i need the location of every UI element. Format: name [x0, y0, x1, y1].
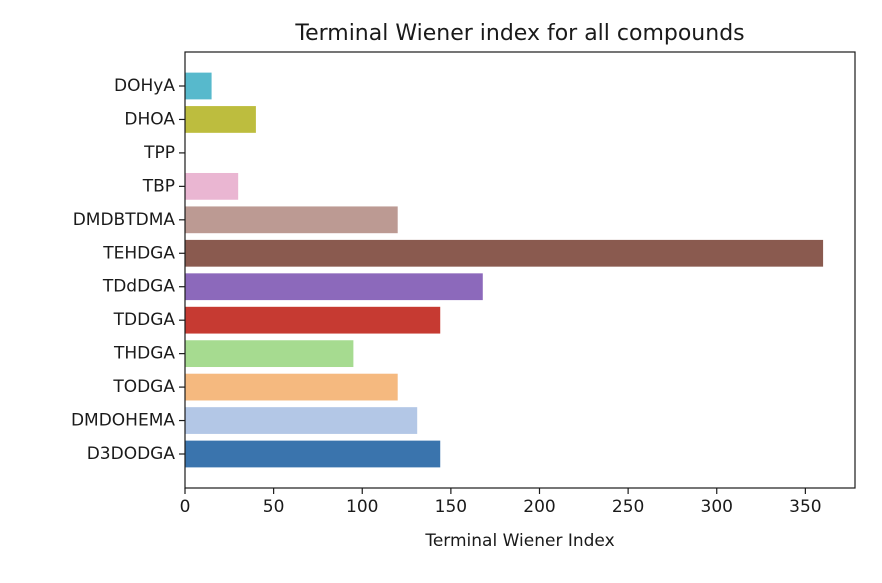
bar-tdddga	[185, 273, 483, 301]
bar-tddga	[185, 306, 441, 334]
x-tick-label-350: 350	[789, 497, 821, 517]
y-tick-label-tehdga: TEHDGA	[102, 243, 175, 263]
x-axis-label: Terminal Wiener Index	[424, 531, 614, 551]
y-tick-label-dmdbtdma: DMDBTDMA	[73, 210, 176, 230]
bar-dmdbtdma	[185, 206, 398, 234]
y-tick-label-tbp: TBP	[142, 176, 175, 196]
y-tick-label-tpp: TPP	[143, 143, 175, 163]
bar-thdga	[185, 340, 354, 368]
plot-frame	[184, 51, 856, 489]
x-tick-label-250: 250	[612, 497, 644, 517]
x-tick-label-150: 150	[435, 497, 467, 517]
bar-dohya	[185, 72, 212, 100]
y-tick-label-thdga: THDGA	[113, 344, 175, 364]
y-tick-label-dmdohema: DMDOHEMA	[71, 411, 175, 431]
x-axis: 0 50 100 150 200 250 300 350	[180, 488, 822, 517]
x-tick-label-300: 300	[701, 497, 733, 517]
bar-dhoa	[185, 106, 256, 133]
bars-group	[185, 72, 824, 468]
x-tick-label-100: 100	[346, 497, 378, 517]
bar-todga	[185, 373, 398, 401]
x-tick-label-0: 0	[180, 497, 191, 517]
x-tick-label-200: 200	[523, 497, 555, 517]
y-tick-label-d3dodga: D3DODGA	[87, 444, 176, 464]
y-tick-label-dohya: DOHyA	[114, 76, 175, 96]
bar-dmdohema	[185, 407, 418, 434]
y-axis: D3DODGA DMDOHEMA TODGA THDGA TDDGA TDdDGA TEHD…	[71, 76, 185, 464]
bar-tbp	[185, 172, 239, 200]
y-tick-label-tddga: TDDGA	[113, 310, 176, 330]
bar-tehdga	[185, 239, 824, 267]
y-tick-label-tdddga: TDdDGA	[102, 277, 176, 297]
x-tick-label-50: 50	[263, 497, 285, 517]
bar-d3dodga	[185, 440, 441, 468]
y-tick-label-dhoa: DHOA	[124, 109, 175, 129]
y-tick-label-todga: TODGA	[112, 377, 175, 397]
chart-title: Terminal Wiener index for all compounds	[294, 21, 744, 46]
